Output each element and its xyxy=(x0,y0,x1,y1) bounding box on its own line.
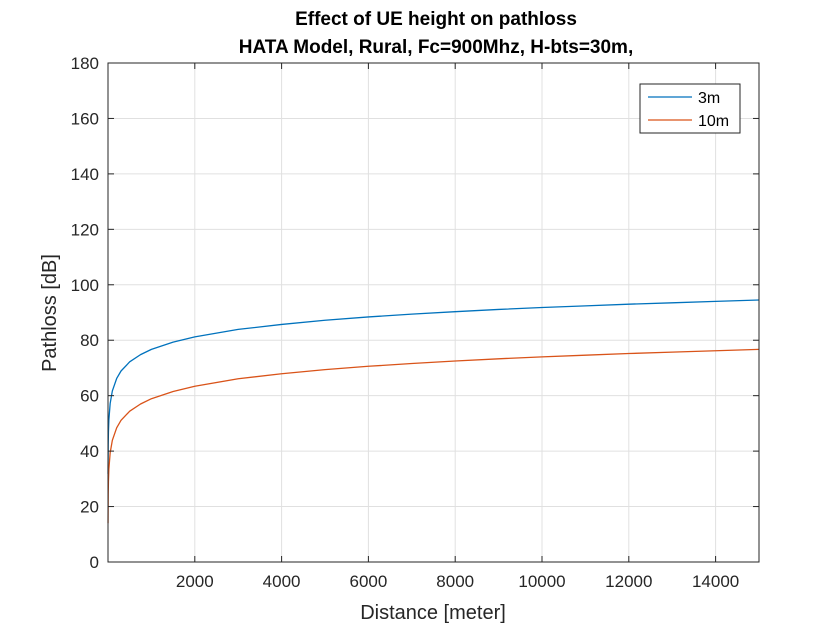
y-tick-label: 0 xyxy=(90,553,99,572)
x-tick-label: 12000 xyxy=(605,572,652,591)
chart-subtitle: HATA Model, Rural, Fc=900Mhz, H-bts=30m, xyxy=(239,37,634,58)
y-tick-label: 100 xyxy=(71,276,99,295)
x-tick-label: 10000 xyxy=(518,572,565,591)
x-tick-label: 2000 xyxy=(176,572,214,591)
x-tick-label: 14000 xyxy=(692,572,739,591)
legend-box xyxy=(639,83,741,134)
chart-title: Effect of UE height on pathloss xyxy=(295,9,577,30)
y-tick-label: 20 xyxy=(80,498,99,517)
legend-label-10m: 10m xyxy=(698,113,729,130)
y-axis-label: Pathloss [dB] xyxy=(39,254,61,372)
x-tick-label: 8000 xyxy=(436,572,474,591)
axis-ticks: 2000 4000 6000 8000 10000 12000 14000 0 20 40 60 80… xyxy=(71,54,759,591)
y-tick-label: 40 xyxy=(80,442,99,461)
y-tick-label: 140 xyxy=(71,165,99,184)
y-tick-label: 160 xyxy=(71,109,99,128)
plot-frame xyxy=(107,62,760,563)
x-axis-label: Distance [meter] xyxy=(360,602,506,624)
series-line-3m xyxy=(107,299,760,474)
x-tick-label: 4000 xyxy=(263,572,301,591)
y-tick-label: 60 xyxy=(80,387,99,406)
grid-lines xyxy=(108,63,759,562)
x-tick-label: 6000 xyxy=(349,572,387,591)
y-tick-label: 180 xyxy=(71,54,99,73)
y-tick-label: 120 xyxy=(71,220,99,239)
legend: 3m 10m xyxy=(639,83,741,134)
y-tick-label: 80 xyxy=(80,331,99,350)
legend-label-3m: 3m xyxy=(698,90,720,107)
